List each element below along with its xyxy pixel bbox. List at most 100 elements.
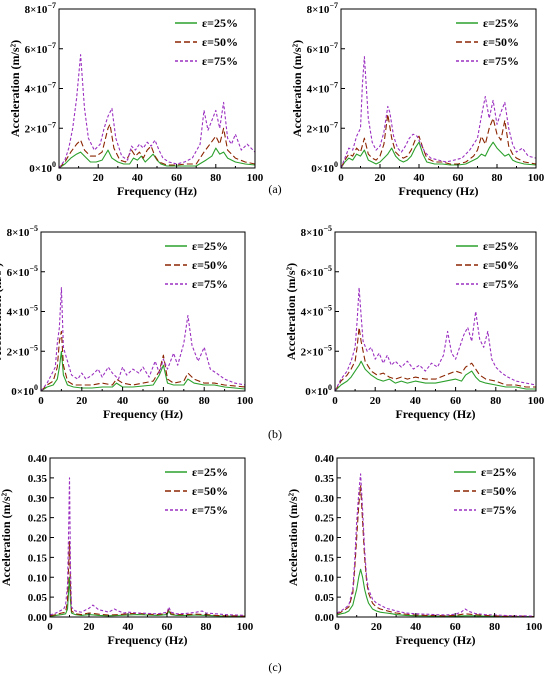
series-group <box>336 473 535 618</box>
x-tick-label: 60 <box>171 172 183 184</box>
x-tick-label: 100 <box>528 172 545 184</box>
y-tick-label: 8×10−5 <box>7 224 38 239</box>
series-line-1 <box>49 576 245 617</box>
y-tick-label: 0.15 <box>28 552 48 564</box>
x-tick-label: 80 <box>210 172 222 184</box>
chart-panel-6: 0 20 40 60 80 100 0.00 0.05 0.10 0.15 0.20 0.25 0.30… <box>286 453 543 647</box>
series-line-1 <box>58 147 256 169</box>
y-tick-label: 6×10−7 <box>307 41 338 56</box>
x-tick-label: 20 <box>375 172 387 184</box>
legend-label-3: ε=75% <box>481 503 517 517</box>
y-tick-label: 0×100 <box>305 383 332 398</box>
y-tick-label: 4×10−5 <box>301 304 332 319</box>
x-axis-label: Frequency (Hz) <box>103 407 183 421</box>
series-line-3 <box>340 56 537 169</box>
x-tick-label: 80 <box>489 621 501 633</box>
x-tick-label: 100 <box>237 621 254 633</box>
y-tick-label: 8×10−7 <box>307 1 338 16</box>
series-line-2 <box>58 123 256 169</box>
y-tick-label: 0×100 <box>311 160 338 175</box>
y-tick-label: 0×100 <box>29 160 56 175</box>
y-tick-label: 0.00 <box>315 612 335 624</box>
y-tick-label: 2×10−5 <box>7 343 38 358</box>
y-tick-label: 0.05 <box>315 592 335 604</box>
legend-label-3: ε=75% <box>192 503 228 517</box>
x-tick-label: 20 <box>370 395 382 407</box>
legend-label-2: ε=50% <box>483 35 519 49</box>
x-tick-label: 20 <box>76 395 88 407</box>
chart-panel-1: 0 20 40 60 80 100 0×100 2×10−7 4×10−7 6×10−7 8×10−… <box>8 1 264 198</box>
legend-label-3: ε=75% <box>483 54 519 68</box>
legend-label-1: ε=25% <box>483 16 519 30</box>
chart-panel-4: 0 20 40 60 80 100 0×100 2×10−5 4×10−5 6×10−5 8×10−… <box>284 224 545 421</box>
legend: ε=25% ε=50% ε=75% <box>165 465 228 517</box>
x-tick-label: 100 <box>528 395 545 407</box>
x-tick-label: 60 <box>453 172 465 184</box>
y-tick-label: 0.35 <box>315 473 335 485</box>
series-line-3 <box>336 473 535 617</box>
x-tick-label: 100 <box>247 172 264 184</box>
x-tick-label: 0 <box>334 621 340 633</box>
x-tick-label: 0 <box>47 621 53 633</box>
plot-frame <box>340 8 537 169</box>
legend-label-2: ε=50% <box>481 484 517 498</box>
series-line-2 <box>40 330 246 392</box>
x-tick-label: 40 <box>117 395 129 407</box>
x-tick-label: 20 <box>84 621 96 633</box>
series-line-1 <box>334 360 536 392</box>
x-tick-label: 40 <box>410 395 422 407</box>
x-tick-label: 0 <box>338 172 344 184</box>
x-tick-label: 0 <box>332 395 338 407</box>
chart-panel-5: 0 20 40 60 80 100 0.00 0.05 0.10 0.15 0.20 0.25 0.30… <box>0 453 254 647</box>
y-tick-label: 2×10−5 <box>301 343 332 358</box>
legend-label-2: ε=50% <box>483 258 519 272</box>
x-axis-label: Frequency (Hz) <box>117 184 197 198</box>
y-tick-label: 4×10−7 <box>25 81 56 96</box>
plot-frame <box>336 457 535 618</box>
plot-frame <box>334 231 537 392</box>
x-tick-label: 20 <box>93 172 105 184</box>
legend: ε=25% ε=50% ε=75% <box>456 16 519 68</box>
x-tick-label: 60 <box>450 395 462 407</box>
x-tick-label: 0 <box>38 395 44 407</box>
y-tick-label: 6×10−7 <box>25 41 56 56</box>
x-tick-label: 40 <box>414 172 426 184</box>
y-tick-label: 0.00 <box>28 612 48 624</box>
y-tick-label: 0.25 <box>28 513 48 525</box>
y-tick-label: 0.30 <box>28 493 48 505</box>
y-tick-label: 0.10 <box>28 572 48 584</box>
x-tick-label: 20 <box>371 621 383 633</box>
chart-panel-3: 0 20 40 60 80 100 0×100 2×10−5 4×10−5 6×10−5 8×10−… <box>0 224 254 421</box>
legend-label-3: ε=75% <box>192 277 228 291</box>
series-line-3 <box>49 477 246 616</box>
y-tick-label: 4×10−5 <box>7 304 38 319</box>
series-line-3 <box>40 287 246 392</box>
x-tick-label: 80 <box>490 395 502 407</box>
series-line-2 <box>334 326 536 392</box>
legend: ε=25% ε=50% ε=75% <box>456 239 519 291</box>
x-tick-label: 80 <box>201 621 213 633</box>
series-line-2 <box>336 485 535 618</box>
legend: ε=25% ε=50% ε=75% <box>175 16 238 68</box>
series-line-1 <box>336 568 534 618</box>
y-tick-label: 2×10−7 <box>25 120 56 135</box>
y-axis-label: Acceleration (m/s²) <box>286 489 300 586</box>
x-tick-label: 0 <box>56 172 62 184</box>
y-tick-label: 2×10−7 <box>307 120 338 135</box>
y-tick-label: 8×10−5 <box>301 224 332 239</box>
y-tick-label: 0.40 <box>315 453 335 465</box>
x-axis-label: Frequency (Hz) <box>395 407 475 421</box>
series-group <box>40 287 246 392</box>
legend-label-3: ε=75% <box>483 277 519 291</box>
y-tick-label: 0×100 <box>11 383 38 398</box>
y-tick-label: 6×10−5 <box>7 264 38 279</box>
series-line-3 <box>58 54 256 169</box>
plot-frame <box>49 457 246 618</box>
series-line-2 <box>49 540 246 617</box>
series-group <box>58 54 256 169</box>
y-tick-label: 0.35 <box>28 473 48 485</box>
caption-a: (a) <box>268 182 281 196</box>
series-group <box>340 56 537 169</box>
chart-panel-2: 0 20 40 60 80 100 0×100 2×10−7 4×10−7 6×10−7 8×10−… <box>290 1 545 198</box>
panels: 0 20 40 60 80 100 0×100 2×10−7 4×10−7 6×10−7 8×10−… <box>0 1 545 647</box>
